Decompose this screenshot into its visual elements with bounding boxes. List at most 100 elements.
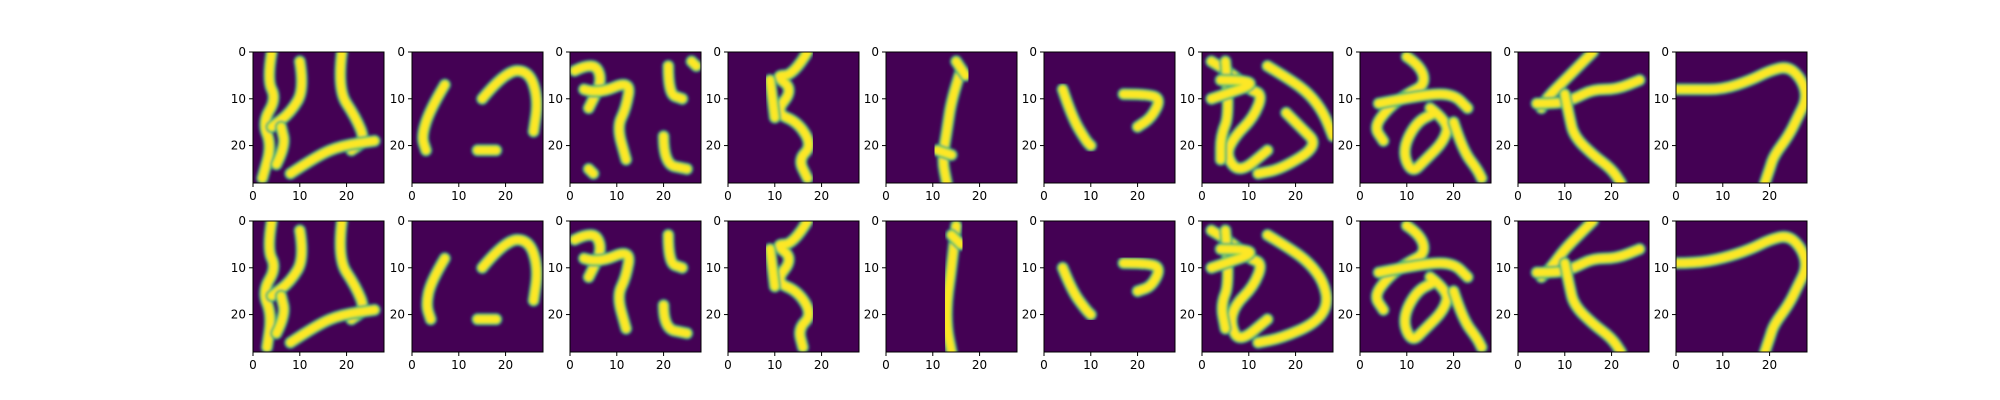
axes-frame [569, 51, 702, 184]
y-tick-label: 10 [864, 92, 879, 106]
image-background [1518, 221, 1649, 352]
axes-frame [1675, 220, 1808, 353]
y-tick-label: 20 [231, 139, 246, 153]
y-tick-label: 20 [706, 308, 721, 322]
axes-frame [252, 220, 385, 353]
y-tick-label: 0 [1187, 214, 1195, 228]
axes-frame [885, 220, 1018, 353]
x-tick-label: 10 [1083, 358, 1098, 372]
axes-frame [411, 51, 544, 184]
x-tick-label: 10 [292, 358, 307, 372]
y-tick-label: 20 [548, 139, 563, 153]
x-tick-label: 0 [566, 358, 574, 372]
axes-frame [1517, 51, 1650, 184]
y-tick-label: 10 [706, 261, 721, 275]
x-tick-label: 0 [1356, 358, 1364, 372]
x-tick-label: 0 [566, 189, 574, 203]
stroke-core-1 [478, 67, 541, 135]
x-tick-label: 20 [1762, 189, 1777, 203]
axes-frame [569, 220, 702, 353]
x-tick-label: 0 [1040, 358, 1048, 372]
stroke-core-3 [1450, 287, 1486, 351]
x-tick-label: 20 [972, 189, 987, 203]
x-tick-label: 0 [1198, 358, 1206, 372]
image-strokes [1056, 82, 1165, 153]
subplot-r1-c0: 0 10 20 0 10 20 [231, 214, 385, 372]
x-tick-label: 0 [1514, 189, 1522, 203]
x-tick-label: 10 [925, 358, 940, 372]
x-tick-label: 20 [656, 189, 671, 203]
stroke-core-0 [419, 81, 449, 154]
x-tick-label: 20 [972, 358, 987, 372]
image-strokes [258, 221, 382, 352]
axes-frame [1043, 220, 1176, 353]
stroke-core-3 [1207, 245, 1254, 272]
y-tick-label: 20 [231, 308, 246, 322]
stroke-core-3 [660, 132, 691, 173]
y-tick-label: 10 [706, 92, 721, 106]
axes-frame [727, 51, 860, 184]
stroke-core-4 [272, 292, 288, 337]
axes-frame [1043, 51, 1176, 184]
subplot-r1-c3: 0 10 20 0 10 20 [706, 214, 860, 372]
y-tick-label: 20 [390, 139, 405, 153]
stroke-core-1 [1375, 259, 1472, 281]
image-strokes [940, 221, 968, 352]
stroke-core-0 [258, 52, 278, 182]
y-tick-label: 0 [555, 214, 563, 228]
axes-frame [1359, 51, 1492, 184]
y-tick-label: 20 [1496, 308, 1511, 322]
x-tick-label: 20 [1288, 358, 1303, 372]
x-tick-label: 10 [1715, 358, 1730, 372]
y-tick-label: 10 [390, 261, 405, 275]
x-tick-label: 10 [767, 358, 782, 372]
y-tick-label: 0 [1187, 45, 1195, 59]
y-tick-label: 10 [1180, 92, 1195, 106]
subplot-r0-c4: 0 10 20 0 10 20 [864, 45, 1018, 203]
x-tick-label: 10 [1399, 189, 1414, 203]
stroke-core-0 [939, 67, 965, 183]
stroke-core-2 [1254, 231, 1331, 347]
stroke-core-1 [1120, 259, 1162, 295]
y-tick-label: 0 [713, 214, 721, 228]
image-strokes [570, 54, 701, 181]
x-tick-label: 10 [925, 189, 940, 203]
x-tick-label: 10 [1715, 189, 1730, 203]
x-tick-label: 20 [1446, 189, 1461, 203]
stroke-core-2 [1561, 259, 1625, 352]
stroke-core-2 [1401, 104, 1451, 173]
y-tick-label: 20 [548, 308, 563, 322]
axes-frame [885, 51, 1018, 184]
axes-frame [1201, 51, 1334, 184]
x-tick-label: 0 [1672, 358, 1680, 372]
y-tick-label: 10 [1022, 261, 1037, 275]
stroke-core-2 [934, 146, 955, 159]
image-strokes [1530, 221, 1647, 352]
stroke-core-1 [952, 57, 969, 79]
x-tick-label: 20 [814, 358, 829, 372]
x-tick-label: 10 [609, 189, 624, 203]
x-tick-label: 0 [1356, 189, 1364, 203]
stroke-core-5 [688, 57, 700, 70]
y-tick-label: 0 [1345, 214, 1353, 228]
stroke-core-0 [1059, 85, 1095, 150]
x-tick-label: 0 [1672, 189, 1680, 203]
x-tick-label: 20 [1130, 189, 1145, 203]
y-tick-label: 0 [871, 214, 879, 228]
image-strokes [416, 64, 543, 157]
y-tick-label: 0 [1029, 45, 1037, 59]
stroke-core-1 [580, 81, 633, 164]
subplot-grid: 0 10 20 0 10 20 0 10 20 0 10 20 0 10 20 0 10 20 0 10 20 0 10 20… [231, 45, 1808, 372]
image-strokes [1370, 52, 1489, 183]
stroke-core-1 [268, 57, 306, 131]
subplot-r0-c7: 0 10 20 0 10 20 [1338, 45, 1492, 203]
y-tick-label: 10 [1654, 92, 1669, 106]
stroke-core-0 [1059, 264, 1095, 319]
stroke-core-2 [1264, 62, 1333, 140]
x-tick-label: 10 [1241, 189, 1256, 203]
subplot-r0-c8: 0 10 20 0 10 20 [1496, 45, 1650, 203]
y-tick-label: 10 [1654, 261, 1669, 275]
stroke-core-4 [1207, 76, 1254, 103]
axes-frame [1675, 51, 1808, 184]
